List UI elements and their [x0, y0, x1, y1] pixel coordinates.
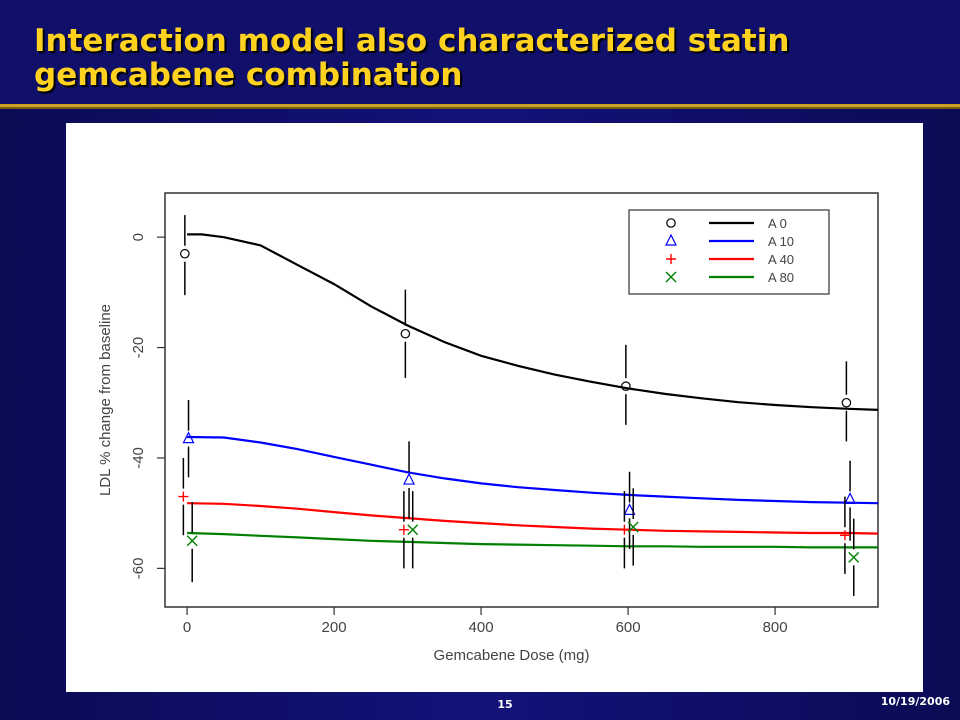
slide-date: 10/19/2006	[880, 695, 950, 708]
plot-frame	[164, 192, 879, 608]
x-tick-label: 400	[469, 619, 494, 636]
x-axis-label: Gemcabene Dose (mg)	[434, 647, 590, 664]
legend-marker	[666, 254, 676, 264]
data-point	[400, 328, 411, 339]
data-point	[398, 524, 409, 535]
legend-marker	[665, 271, 677, 283]
y-axis-label: LDL % change from baseline	[97, 304, 114, 496]
series-line	[187, 435, 879, 505]
data-point	[627, 521, 639, 533]
data-point	[623, 503, 636, 515]
x-tick-label: 200	[322, 619, 347, 636]
y-tick-label: -60	[130, 558, 147, 580]
x-tick-label: 600	[616, 619, 641, 636]
data-point	[848, 551, 860, 563]
data-point	[839, 530, 850, 541]
data-point	[180, 248, 190, 259]
legend-label: A 10	[768, 234, 794, 249]
legend-marker	[666, 218, 676, 228]
data-point	[403, 472, 416, 485]
slide-title: Interaction model also characterized sta…	[34, 23, 790, 93]
y-tick-label: -20	[130, 337, 147, 359]
series-line	[187, 531, 878, 549]
ldl-chart: 0 200 400 600 800 0 -20 -40 -60 Gemcabene Dose (m…	[97, 192, 879, 664]
data-point	[407, 524, 419, 536]
chart-panel: 0 200 400 600 800 0 -20 -40 -60 Gemcabene Dose (m…	[66, 123, 923, 692]
data-point	[182, 431, 195, 444]
series-line	[187, 233, 879, 411]
x-tick-label: 0	[183, 619, 191, 636]
legend-label: A 40	[768, 252, 794, 267]
series-line	[187, 502, 879, 535]
y-tick-label: -40	[130, 447, 147, 469]
y-tick-label: 0	[130, 233, 147, 241]
legend-label: A 0	[768, 216, 787, 231]
data-point	[621, 381, 631, 391]
data-point	[186, 535, 198, 547]
data-point	[844, 492, 857, 504]
legend-label: A 80	[768, 270, 794, 285]
page-number: 15	[497, 698, 513, 711]
data-point	[178, 491, 189, 502]
title-bar: Interaction model also characterized sta…	[0, 0, 960, 107]
x-tick-label: 800	[763, 619, 788, 636]
data-point	[841, 397, 852, 408]
legend-marker	[665, 233, 677, 246]
data-point	[619, 524, 630, 535]
